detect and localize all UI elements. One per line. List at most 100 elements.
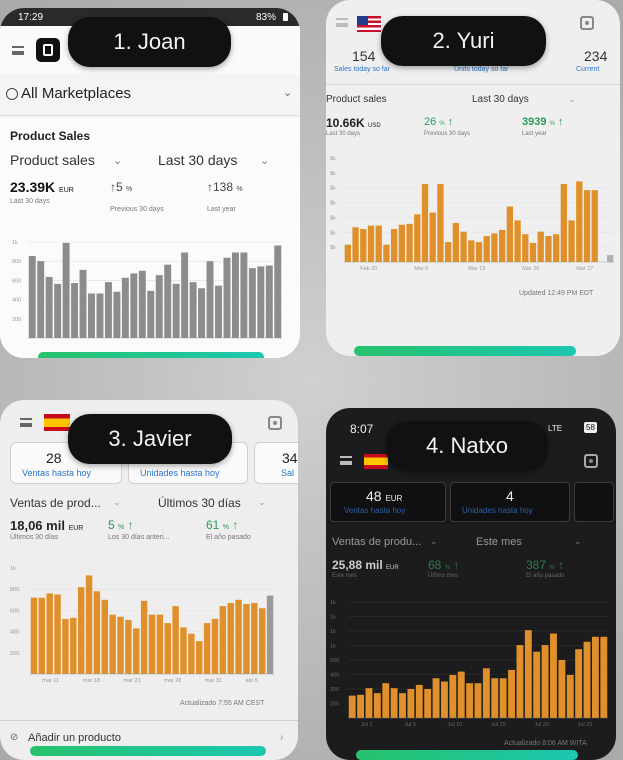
bar	[498, 229, 506, 262]
bar	[421, 184, 429, 262]
period-select[interactable]: Últimos 30 días	[158, 496, 241, 510]
bar	[54, 594, 61, 674]
chevron-down-icon: ⌄	[430, 536, 438, 546]
hamburger-icon[interactable]	[12, 46, 24, 55]
stat1-label[interactable]: Sales today so far	[334, 66, 391, 73]
x-tick-label: Jul 25	[578, 722, 593, 728]
bar	[499, 678, 507, 718]
period-select[interactable]: Last 30 days	[158, 152, 238, 168]
x-tick-label: Feb 20	[360, 266, 377, 272]
period-select[interactable]: Last 30 days	[472, 94, 529, 105]
card-unidades-hoy[interactable]	[450, 482, 570, 522]
sales-chart-natxo: 1k 1k 1k 1k 500 400 300 200 Jul 1 Jul 5 Jul 10 Jul …	[328, 596, 612, 730]
sales-chart-joan: 1k 800 600 400 200	[10, 236, 286, 352]
metric-select[interactable]: Product sales	[10, 152, 95, 168]
card-ventas-hoy[interactable]	[330, 482, 446, 522]
bar	[365, 688, 373, 718]
status-battery: 58	[584, 422, 597, 433]
bar	[125, 619, 132, 674]
y-tick-label: 300	[330, 687, 339, 693]
chevron-down-icon: ⌄	[113, 497, 121, 507]
bar	[215, 285, 222, 338]
y-tick-label: 400	[10, 630, 19, 636]
prev-value: 26 % ↑	[424, 116, 454, 128]
bar	[491, 678, 499, 718]
bar	[583, 641, 591, 718]
bar	[79, 269, 87, 338]
metric-select[interactable]: Ventas de produ...	[332, 536, 422, 548]
bar	[180, 627, 187, 674]
card-3[interactable]	[574, 482, 614, 522]
stat3-label[interactable]: Current	[576, 66, 600, 73]
action-bar[interactable]	[354, 346, 576, 356]
bar	[575, 649, 583, 718]
action-bar[interactable]	[38, 352, 264, 358]
bar	[475, 242, 483, 262]
x-tick-label: Jul 1	[361, 722, 373, 728]
year-caption: El año pasado	[526, 573, 565, 579]
bar	[483, 236, 490, 262]
hamburger-icon[interactable]	[340, 456, 352, 465]
y-tick-label: 200	[330, 702, 339, 708]
prev-caption: Previous 30 days	[110, 206, 164, 213]
bar	[181, 252, 189, 338]
bar	[522, 234, 529, 262]
y-tick-label: 400	[12, 298, 21, 304]
bar	[62, 242, 70, 338]
y-tick-label: 1k	[10, 566, 16, 572]
y-tick-label: $k	[330, 186, 336, 192]
y-tick-label: 200	[12, 317, 21, 323]
y-tick-label: 1k	[330, 615, 336, 621]
focus-icon[interactable]	[268, 416, 282, 430]
card-3[interactable]	[254, 442, 298, 484]
spain-flag-icon[interactable]	[44, 414, 70, 431]
hamburger-icon[interactable]	[336, 18, 348, 27]
bar	[460, 231, 467, 262]
bar	[85, 575, 93, 674]
arrow-up-icon: ↑	[232, 518, 239, 532]
add-product-link[interactable]: Añadir un producto	[28, 732, 121, 744]
bar	[360, 229, 367, 262]
period-select[interactable]: Este mes	[476, 536, 522, 548]
stat2-label[interactable]: Units today so far	[454, 66, 509, 73]
x-tick-label: Mar 13	[468, 266, 485, 272]
label-yuri: 2. Yuri	[381, 16, 546, 66]
marketplace-selector[interactable]	[0, 74, 300, 116]
bar	[104, 282, 112, 338]
stat1-value: 154	[352, 48, 376, 64]
bar	[198, 288, 206, 338]
x-tick-label: abr 5	[246, 678, 259, 684]
focus-icon[interactable]	[584, 454, 598, 468]
action-bar[interactable]	[356, 750, 578, 760]
bar	[240, 252, 248, 338]
bar	[265, 265, 273, 338]
app-logo	[36, 38, 60, 62]
bar	[491, 233, 498, 262]
bar	[606, 255, 614, 262]
bar	[541, 645, 549, 718]
hamburger-icon[interactable]	[20, 418, 32, 427]
bar	[155, 275, 163, 338]
us-flag-icon[interactable]	[357, 16, 381, 32]
main-value: 18,06 mil EUR	[10, 518, 84, 533]
arrow-up-icon: ↑	[453, 558, 460, 572]
chevron-right-icon: ›	[280, 732, 284, 743]
bar	[600, 636, 608, 718]
x-tick-label: mar 21	[124, 678, 141, 684]
y-tick-label: $k	[330, 215, 336, 221]
bar	[429, 212, 436, 262]
action-bar[interactable]	[30, 746, 266, 756]
bar	[227, 602, 234, 674]
bar	[189, 282, 197, 338]
metric-select[interactable]: Ventas de prod...	[10, 496, 101, 510]
year-caption: Last year	[207, 206, 236, 213]
bar	[441, 681, 448, 718]
y-tick-label: 600	[12, 278, 21, 284]
x-tick-label: Mar 6	[414, 266, 428, 272]
bar	[28, 255, 36, 338]
metric-select[interactable]: Product sales	[326, 94, 387, 105]
bar	[206, 261, 214, 338]
focus-icon[interactable]	[580, 16, 594, 30]
spain-flag-icon[interactable]	[364, 454, 388, 469]
arrow-up-icon: ↑	[447, 116, 454, 128]
